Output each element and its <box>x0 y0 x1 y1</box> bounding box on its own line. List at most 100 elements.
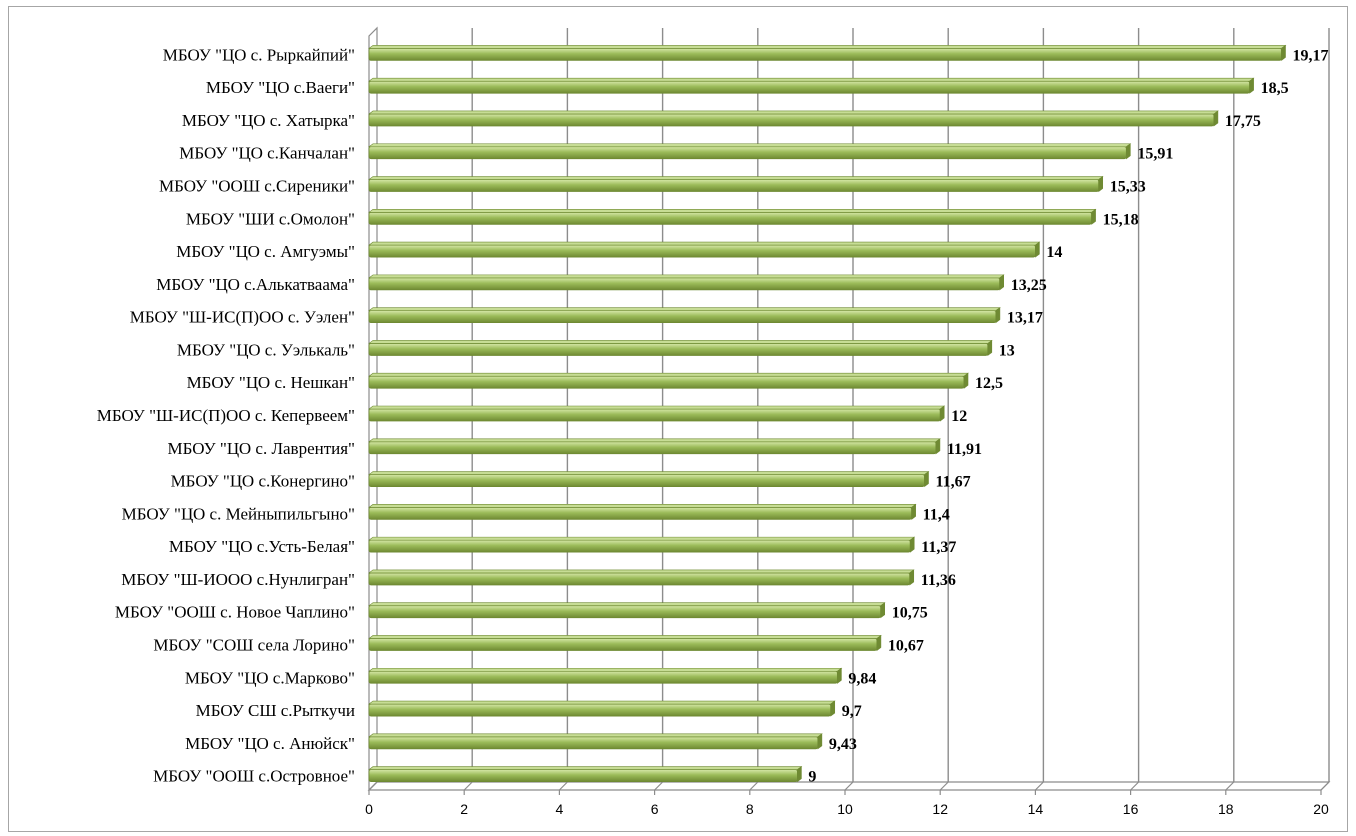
bar-top-face <box>368 307 1001 311</box>
bar-top-face <box>368 438 941 443</box>
value-label: 10,67 <box>888 637 924 654</box>
bar <box>368 441 937 455</box>
bar-end-cap <box>963 372 969 389</box>
bar-end-cap <box>995 307 1001 324</box>
value-label: 11,4 <box>923 506 950 523</box>
category-label: МБОУ "ЦО с. Амгуэмы" <box>176 242 355 261</box>
category-label: МБОУ "ООШ с.Сиреники" <box>159 177 355 196</box>
bar-top-face <box>368 766 803 770</box>
floor-tick <box>844 781 854 791</box>
bar-end-cap <box>876 634 882 652</box>
floor-tick <box>654 781 664 791</box>
value-label: 18,5 <box>1261 80 1289 97</box>
category-label: МБОУ "ЦО с.Алькатваама" <box>156 275 355 294</box>
x-tick-label: 0 <box>365 801 373 817</box>
bar-top-face <box>368 110 1219 115</box>
bar <box>368 670 838 684</box>
bars <box>368 44 1287 783</box>
bar-top-face <box>368 77 1255 82</box>
value-label: 13 <box>999 342 1015 359</box>
category-label: МБОУ "ООШ с.Островное" <box>153 767 355 786</box>
value-label: 9 <box>808 769 816 786</box>
bar <box>368 80 1250 94</box>
bar-end-cap <box>987 339 993 357</box>
bar <box>368 572 911 586</box>
category-label: МБОУ "ЦО с. Мейныпильгыно" <box>122 504 355 523</box>
value-label: 9,7 <box>842 703 862 720</box>
value-label: 11,91 <box>947 441 982 458</box>
bar <box>368 277 1001 291</box>
value-label: 12 <box>951 408 967 425</box>
bar-end-cap <box>1249 77 1254 94</box>
category-label: МБОУ "ЦО с. Уэлькаль" <box>177 340 355 359</box>
category-label: МБОУ "ЦО с. Рыркайпий" <box>163 45 355 64</box>
category-label: МБОУ "ЦО с.Усть-Белая" <box>169 537 355 556</box>
bar-end-cap <box>797 766 802 783</box>
value-label: 11,36 <box>921 572 956 589</box>
bar-end-cap <box>924 470 929 488</box>
x-tick-label: 20 <box>1313 801 1329 817</box>
value-label: 13,17 <box>1007 310 1043 327</box>
value-label: 9,43 <box>829 736 857 753</box>
value-label: 15,91 <box>1137 146 1173 163</box>
bar <box>368 146 1127 160</box>
category-label: МБОУ "ЦО с.Конергино" <box>171 472 355 491</box>
bar-top-face <box>368 471 930 475</box>
value-label: 11,67 <box>935 474 970 491</box>
floor-tick <box>749 781 759 791</box>
category-label: МБОУ "ШИ с.Омолон" <box>186 209 355 228</box>
bar-top-face <box>368 667 843 672</box>
bar-end-cap <box>911 503 916 520</box>
bar <box>368 474 925 487</box>
value-label: 11,37 <box>921 539 956 556</box>
value-label: 10,75 <box>892 605 928 622</box>
bar-end-cap <box>1126 143 1131 160</box>
bar <box>368 703 832 717</box>
floor-tick <box>1225 781 1235 791</box>
bar-end-cap <box>1281 44 1286 61</box>
bar-end-cap <box>1098 175 1104 193</box>
bar <box>368 605 882 619</box>
value-label: 15,33 <box>1110 179 1146 196</box>
bar-top-face <box>368 143 1132 148</box>
bar <box>368 638 878 651</box>
bar <box>368 179 1100 192</box>
bar-end-cap <box>935 438 941 455</box>
category-label: МБОУ "ЦО с. Нешкан" <box>187 373 355 392</box>
x-tick-label: 18 <box>1218 801 1234 817</box>
x-tick-label: 12 <box>932 801 948 817</box>
floor-tick <box>1034 781 1044 791</box>
bar <box>368 310 997 324</box>
bar <box>368 736 819 750</box>
bar-end-cap <box>880 602 885 619</box>
floor-tick <box>1130 781 1140 791</box>
bar-top-face <box>368 405 946 410</box>
floor-tick <box>463 781 473 791</box>
x-tick-label: 2 <box>460 801 468 817</box>
bar <box>368 506 913 520</box>
bar-top-face <box>368 241 1041 246</box>
x-tick-label: 8 <box>746 801 754 817</box>
bar-top-face <box>368 209 1097 213</box>
value-label: 13,25 <box>1011 277 1047 294</box>
value-label: 17,75 <box>1225 113 1261 130</box>
bar-top-face <box>368 635 882 639</box>
category-label: МБОУ "СОШ села Лорино" <box>153 635 355 654</box>
floor-tick <box>1320 781 1330 791</box>
bar <box>368 47 1282 61</box>
x-tick-label: 16 <box>1123 801 1139 817</box>
bar-top-face <box>368 372 969 377</box>
bar-end-cap <box>909 569 915 586</box>
bar <box>368 408 941 422</box>
bar-end-cap <box>830 700 836 717</box>
bar <box>368 113 1215 127</box>
floor-tick <box>939 781 949 791</box>
value-label: 15,18 <box>1103 211 1139 228</box>
category-label: МБОУ СШ с.Рыткучи <box>196 701 355 720</box>
value-label: 9,84 <box>848 670 876 687</box>
value-label: 14 <box>1046 244 1062 261</box>
category-label: МБОУ "ЦО с. Лаврентия" <box>168 439 355 458</box>
bar-top-face <box>368 602 886 606</box>
